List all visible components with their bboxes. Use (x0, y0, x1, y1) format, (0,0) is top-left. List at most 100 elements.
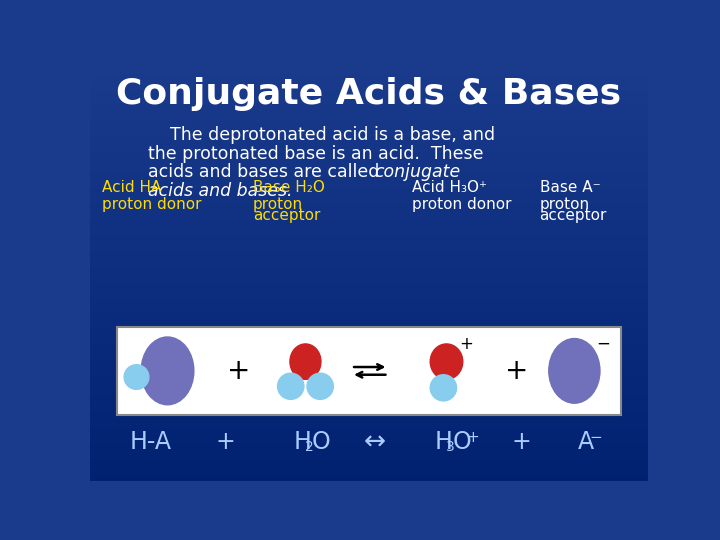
Circle shape (277, 373, 304, 400)
Bar (90, 117, 648, 122)
Bar (90, 215, 648, 221)
Bar (90, 91, 648, 96)
Bar (90, 314, 648, 320)
Bar (90, 392, 648, 397)
Text: the protonated base is an acid.  These: the protonated base is an acid. These (148, 145, 484, 163)
Bar (90, 288, 648, 294)
Bar (90, 335, 648, 340)
Bar (90, 200, 648, 205)
Bar (90, 382, 648, 387)
Bar (90, 325, 648, 330)
Text: Acid H₃O⁺: Acid H₃O⁺ (412, 180, 487, 195)
Bar (90, 148, 648, 153)
Bar (90, 330, 648, 335)
Bar (90, 413, 648, 418)
Bar (90, 211, 648, 215)
Bar (90, 356, 648, 361)
Bar (90, 361, 648, 366)
Bar (90, 429, 648, 434)
Bar (90, 153, 648, 158)
Circle shape (124, 364, 149, 389)
Bar (90, 423, 648, 429)
Bar (90, 465, 648, 470)
Bar (90, 226, 648, 231)
Bar (90, 168, 648, 174)
Bar (90, 138, 648, 143)
Bar (90, 460, 648, 465)
Text: proton: proton (253, 197, 303, 212)
Text: conjugate: conjugate (374, 164, 461, 181)
Text: +: + (466, 430, 479, 445)
Bar (90, 80, 648, 85)
Text: −: − (590, 430, 603, 445)
Text: proton donor: proton donor (412, 197, 511, 212)
Text: H: H (435, 430, 453, 454)
Bar (90, 346, 648, 350)
Ellipse shape (549, 339, 600, 403)
Bar (90, 75, 648, 80)
Bar (90, 273, 648, 278)
Bar (90, 237, 648, 241)
Bar (90, 387, 648, 392)
Bar (90, 350, 648, 356)
Circle shape (431, 375, 456, 401)
Text: Conjugate Acids & Bases: Conjugate Acids & Bases (117, 77, 621, 111)
Bar (90, 190, 648, 195)
Ellipse shape (431, 344, 463, 379)
Text: H-A: H-A (130, 430, 171, 454)
Bar (90, 164, 648, 168)
Bar (90, 132, 648, 138)
Bar (90, 408, 648, 413)
Ellipse shape (141, 337, 194, 405)
Bar (90, 434, 648, 439)
Text: O: O (312, 430, 330, 454)
Text: acceptor: acceptor (539, 208, 607, 223)
Bar (90, 444, 648, 449)
Bar (90, 449, 648, 455)
Bar (90, 294, 648, 299)
Text: +: + (512, 430, 531, 454)
Bar (90, 247, 648, 252)
Text: A: A (578, 430, 595, 454)
Text: The deprotonated acid is a base, and: The deprotonated acid is a base, and (148, 126, 495, 144)
Bar (90, 195, 648, 200)
Text: acids and bases.: acids and bases. (148, 182, 292, 200)
Bar (90, 85, 648, 91)
Text: O: O (453, 430, 472, 454)
Bar (90, 122, 648, 127)
Bar (90, 366, 648, 372)
Bar (90, 101, 648, 106)
Text: +: + (227, 357, 251, 385)
Bar (90, 278, 648, 283)
Bar (90, 112, 648, 117)
Bar (90, 96, 648, 101)
Text: acceptor: acceptor (253, 208, 320, 223)
Text: 2: 2 (305, 440, 313, 454)
Bar (90, 299, 648, 304)
Bar (90, 377, 648, 382)
Bar (90, 127, 648, 132)
Bar (90, 267, 648, 273)
Bar (90, 283, 648, 288)
Text: +: + (216, 430, 235, 454)
Text: +: + (459, 335, 473, 353)
Bar (90, 372, 648, 377)
Bar (90, 221, 648, 226)
Bar (90, 179, 648, 184)
Text: Base A⁻: Base A⁻ (539, 180, 600, 195)
Bar (90, 403, 648, 408)
Bar (90, 231, 648, 237)
Text: acids and bases are called: acids and bases are called (148, 164, 385, 181)
Bar (90, 184, 648, 190)
Text: −: − (596, 335, 610, 353)
Bar (90, 304, 648, 309)
Bar (90, 340, 648, 346)
Bar (90, 475, 648, 481)
Circle shape (307, 373, 333, 400)
Bar (90, 158, 648, 164)
Text: proton donor: proton donor (102, 197, 201, 212)
Bar (90, 439, 648, 444)
Bar (90, 397, 648, 403)
Bar (90, 65, 648, 70)
Bar (90, 241, 648, 247)
